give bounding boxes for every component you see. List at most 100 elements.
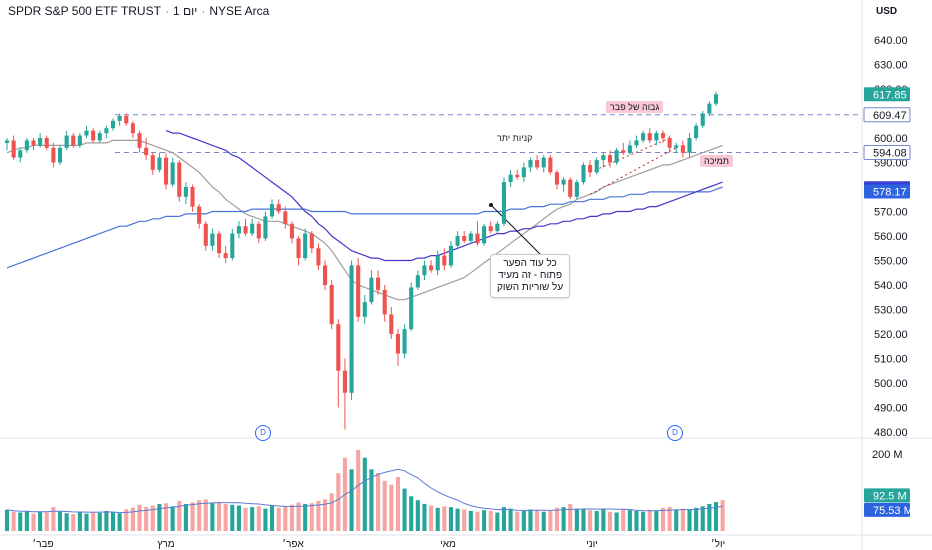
price-tick-label: 560.00: [874, 231, 908, 243]
candle-body: [422, 265, 427, 276]
candle: [614, 147, 619, 165]
volume-bar: [508, 508, 513, 531]
candle-body: [680, 145, 685, 153]
volume-bar: [720, 500, 725, 531]
price-tag-february_high: 609.47: [873, 110, 907, 122]
volume-bar: [51, 507, 56, 531]
candle: [641, 130, 646, 143]
candle: [402, 324, 407, 359]
candle-body: [243, 226, 248, 234]
candle: [263, 211, 268, 241]
volume-bar: [528, 509, 533, 531]
candle-body: [482, 226, 487, 244]
interval-label[interactable]: 1 יום: [172, 4, 198, 18]
callout-line-2: פתוח - זה מעיד: [498, 270, 563, 281]
volume-bar: [144, 507, 149, 531]
candle: [588, 160, 593, 178]
time-tick-label: יול׳: [711, 538, 725, 550]
candle: [389, 307, 394, 339]
candle: [51, 142, 56, 168]
volume-bar: [216, 502, 222, 531]
dividend-marker-2[interactable]: D: [667, 425, 683, 441]
time-tick-label: יוני: [586, 539, 598, 550]
candle: [210, 228, 215, 251]
volume-bar: [91, 511, 96, 531]
time-tick-label: מאי: [440, 539, 456, 550]
candle-body: [402, 329, 407, 354]
volume-bar: [601, 509, 606, 531]
volume-bar: [177, 500, 182, 531]
volume-bar: [223, 504, 228, 531]
candle-body: [588, 164, 593, 173]
price-tick-label: 500.00: [874, 378, 908, 390]
volume-bar: [674, 509, 679, 531]
candle: [548, 155, 553, 175]
candle-body: [535, 160, 540, 168]
candle-body: [621, 150, 626, 153]
volume-bar: [548, 510, 553, 531]
candle: [296, 236, 301, 266]
volume-bar: [323, 499, 328, 531]
volume-bar: [395, 477, 400, 531]
volume-bar: [707, 504, 712, 531]
candle-body: [667, 138, 672, 148]
volume-bar: [296, 502, 301, 531]
candle: [482, 223, 487, 246]
candle: [269, 199, 275, 219]
candle-body: [468, 233, 473, 241]
candle: [369, 270, 374, 305]
candle-body: [601, 155, 606, 161]
candle-body: [395, 334, 400, 354]
volume-bar: [24, 510, 29, 531]
volume-bar: [588, 510, 593, 531]
candle: [621, 142, 626, 156]
candle-body: [541, 157, 546, 168]
candle: [409, 282, 414, 332]
candle: [243, 218, 248, 236]
volume-bar: [561, 507, 566, 531]
candle-body: [157, 157, 162, 170]
callout-line-3: על שוריות השוק: [497, 282, 564, 293]
volume-bar: [263, 508, 268, 531]
candle: [356, 258, 361, 322]
volume-bar: [415, 500, 420, 531]
candle: [130, 120, 135, 138]
candle-body: [495, 223, 500, 232]
candle-body: [435, 255, 440, 271]
candle: [38, 133, 43, 148]
volume-bar: [448, 507, 454, 531]
candle-body: [369, 277, 374, 303]
volume-bar: [276, 507, 281, 531]
candle-body: [409, 287, 414, 330]
candle-body: [508, 174, 513, 183]
volume-bar: [130, 507, 135, 531]
time-tick-label: אפר׳: [282, 539, 304, 550]
candle: [157, 152, 162, 173]
candle: [422, 260, 427, 281]
volume-bar: [150, 505, 155, 531]
candle: [236, 221, 241, 239]
candle: [190, 184, 195, 212]
candle-body: [110, 120, 116, 129]
candle-body: [548, 157, 553, 173]
volume-bar: [84, 513, 89, 531]
candle-body: [660, 133, 666, 138]
volume-bar: [422, 504, 427, 531]
candle-body: [336, 324, 341, 371]
volume-bar: [124, 509, 129, 531]
candle: [309, 231, 314, 254]
candle-body: [654, 133, 659, 141]
candle: [44, 135, 49, 151]
symbol-name: SPDR S&P 500 ETF TRUST: [8, 4, 161, 18]
callout-pointer: [490, 204, 541, 255]
price-tag-ma_label_2-bg: [864, 184, 910, 199]
volume-bar: [190, 502, 195, 531]
volume-bar: [289, 504, 294, 531]
candle: [250, 218, 255, 236]
currency-label[interactable]: USD: [876, 6, 898, 17]
candle: [468, 231, 473, 244]
dividend-marker-1[interactable]: D: [255, 425, 271, 441]
candle: [667, 135, 672, 153]
candle: [183, 182, 188, 205]
